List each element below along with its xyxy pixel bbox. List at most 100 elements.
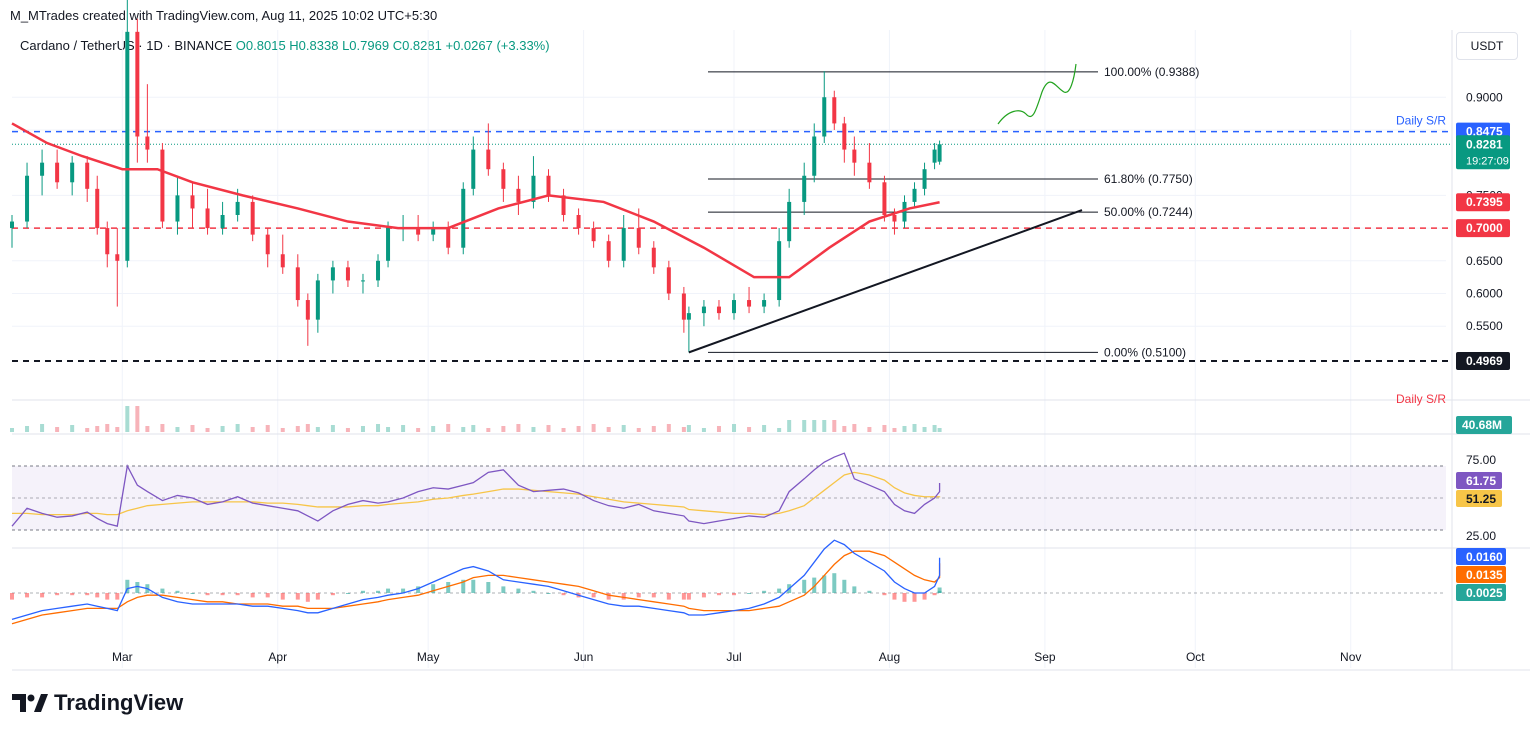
candle-body	[747, 300, 752, 307]
bar-countdown: 19:27:09	[1466, 155, 1509, 167]
volume-bar	[501, 426, 506, 432]
volume-bar	[636, 428, 641, 432]
volume-bar	[55, 427, 60, 432]
credit-line: M_MTrades created with TradingView.com, …	[10, 8, 438, 23]
volume-bar	[802, 420, 807, 432]
macd-histogram-bar	[762, 590, 767, 593]
macd-pane: 0.0160 0.0135 0.0025	[10, 539, 1506, 625]
volume-bar	[747, 427, 752, 432]
volume-bar	[516, 424, 521, 432]
volume-bar	[822, 420, 827, 432]
volume-bar	[386, 427, 391, 432]
brand-name: TradingView	[54, 690, 184, 715]
macd-histogram-bar	[516, 588, 521, 593]
volume-bar	[546, 425, 551, 432]
macd-value-box	[1456, 584, 1506, 601]
candle-body	[832, 97, 837, 124]
macd-histogram-bar	[777, 588, 782, 593]
volume-bar	[777, 428, 782, 432]
macd-histogram-bar	[250, 593, 255, 598]
candle-body	[376, 260, 381, 281]
macd-histogram-bar	[125, 579, 130, 593]
candle-body	[531, 175, 536, 202]
currency-button[interactable]: USDT	[1456, 32, 1518, 60]
support-resistance-lines: Daily S/R Daily S/R	[12, 114, 1450, 406]
moving-average-line	[11, 122, 940, 279]
candle-body	[732, 300, 737, 314]
candle-body	[145, 136, 150, 150]
volume-bar	[531, 427, 536, 432]
volume-bar	[145, 426, 150, 432]
macd-histogram-bar	[135, 582, 140, 593]
price-tick-label: 0.9000	[1466, 90, 1503, 104]
volume-bar	[937, 428, 942, 432]
macd-line	[11, 539, 941, 621]
ohlc-change: +0.0267 (+3.33%)	[445, 38, 550, 53]
macd-histogram-bar	[546, 593, 551, 594]
volume-bar	[95, 426, 100, 432]
price-label-box	[1456, 219, 1510, 238]
macd-value-text: 0.0135	[1466, 568, 1503, 582]
candle-body	[461, 188, 466, 248]
price-tick-label: 0.6500	[1466, 254, 1503, 268]
volume-bar	[812, 420, 817, 432]
volume-bar	[315, 427, 320, 432]
volume-bar	[686, 425, 691, 432]
macd-histogram-bar	[25, 593, 30, 598]
candle-body	[280, 254, 285, 268]
candle-body	[135, 31, 140, 137]
volume-bar	[681, 427, 686, 432]
price-label-text: 0.7395	[1466, 195, 1503, 209]
volume-bar	[115, 427, 120, 432]
macd-histogram-bar	[852, 586, 857, 593]
ohlc-low: L0.7969	[342, 38, 390, 53]
time-tick-label: May	[417, 650, 440, 664]
candle-body	[175, 195, 180, 222]
volume-bar	[666, 424, 671, 432]
price-label-text: 0.8475	[1466, 125, 1503, 139]
candle-body	[576, 215, 581, 229]
candle-body	[937, 144, 942, 162]
macd-value-box	[1456, 566, 1506, 583]
volume-bar	[205, 428, 210, 432]
candle-body	[95, 188, 100, 229]
fib-level-label: 61.80% (0.7750)	[1104, 172, 1193, 186]
candle-body	[762, 300, 767, 307]
volume-bar	[561, 428, 566, 432]
macd-histogram-bar	[295, 593, 300, 600]
fib-level-label: 100.00% (0.9388)	[1104, 65, 1199, 79]
macd-histogram-bar	[621, 593, 626, 600]
volume-bar	[732, 424, 737, 432]
rsi-level-label: 25.00	[1466, 529, 1496, 543]
candle-body	[501, 169, 506, 189]
time-tick-label: Jun	[574, 650, 593, 664]
volume-bar	[235, 424, 240, 432]
volume-bar	[135, 406, 140, 432]
time-tick-label: Jul	[726, 650, 741, 664]
macd-histogram-bar	[446, 582, 451, 593]
macd-histogram-bar	[681, 593, 686, 600]
price-label-box	[1456, 351, 1510, 370]
candle-body	[686, 313, 691, 320]
candle-body	[882, 182, 887, 215]
time-tick-label: Oct	[1186, 650, 1205, 664]
candle-body	[486, 149, 491, 170]
volume-bar	[70, 425, 75, 432]
volume-bar	[486, 428, 491, 432]
candle-body	[802, 175, 807, 202]
macd-histogram-bar	[280, 593, 285, 600]
gridlines	[12, 30, 1446, 668]
volume-bar	[220, 426, 225, 432]
tradingview-logo[interactable]: TradingView	[12, 690, 183, 716]
macd-histogram-bar	[40, 593, 45, 598]
macd-histogram-bar	[345, 593, 350, 594]
volume-bar	[922, 427, 927, 432]
volume-bar	[175, 427, 180, 432]
candle-body	[651, 247, 656, 268]
volume-bar	[701, 428, 706, 432]
rsi-ma-value-text: 51.25	[1466, 492, 1496, 506]
macd-histogram-bar	[305, 593, 310, 602]
macd-histogram-bar	[175, 590, 180, 593]
